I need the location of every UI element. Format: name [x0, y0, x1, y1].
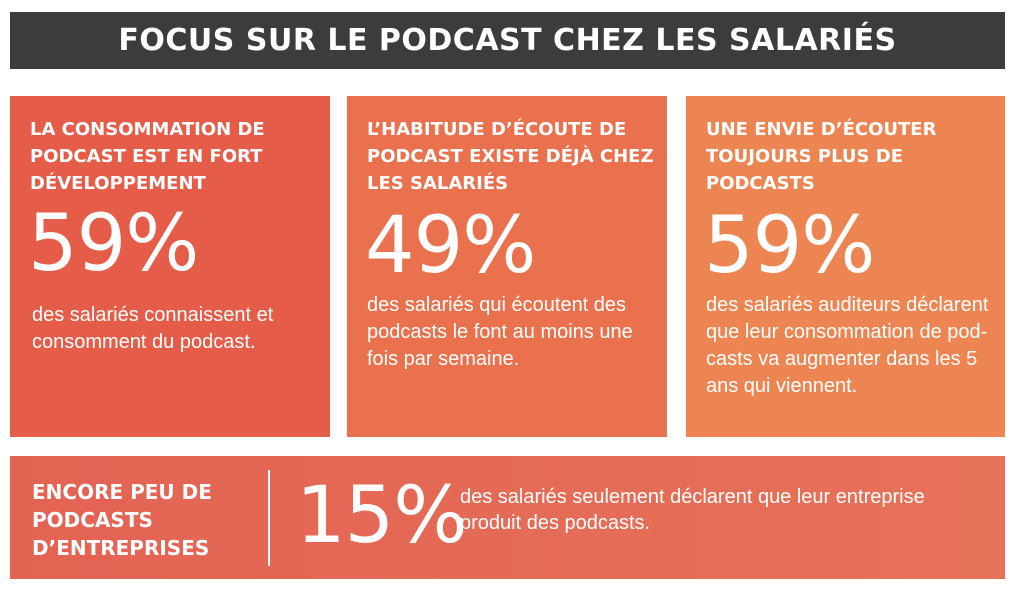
card-description: des salariés connaissent et consomment d… — [32, 304, 274, 353]
banner-percentage: 15% — [296, 471, 467, 561]
card-percentage: 59% — [28, 199, 199, 289]
card-percentage: 59% — [704, 201, 875, 291]
page-title: FOCUS SUR LE PODCAST CHEZ LES SALARIÉS — [10, 12, 1005, 69]
card-description: des salariés qui écoutent des podcasts l… — [367, 294, 633, 370]
stat-card-consumption: LA CONSOMMATION DE PODCAST EST EN FORT D… — [10, 96, 330, 437]
stat-banner-corporate-podcasts: ENCORE PEU DE PODCASTS D’ENTREPRISES 15%… — [10, 456, 1005, 579]
stat-card-listening-desire: UNE ENVIE D’ÉCOUTER TOUJOURS PLUS DE POD… — [686, 96, 1005, 437]
card-title: LA CONSOMMATION DE PODCAST EST EN FORT D… — [30, 119, 265, 194]
stat-card-listening-habit: L’HABITUDE D’ÉCOUTE DE PODCAST EXISTE DÉ… — [347, 96, 667, 437]
card-description: des salariés auditeurs déclarent que leu… — [706, 294, 989, 397]
card-title: L’HABITUDE D’ÉCOUTE DE PODCAST EXISTE DÉ… — [367, 119, 654, 194]
banner-divider — [268, 470, 270, 566]
card-title: UNE ENVIE D’ÉCOUTER TOUJOURS PLUS DE POD… — [706, 119, 937, 194]
banner-title: ENCORE PEU DE PODCASTS D’ENTREPRISES — [32, 480, 212, 560]
banner-description: des salariés seulement déclarent que leu… — [460, 486, 925, 534]
card-percentage: 49% — [365, 201, 536, 291]
